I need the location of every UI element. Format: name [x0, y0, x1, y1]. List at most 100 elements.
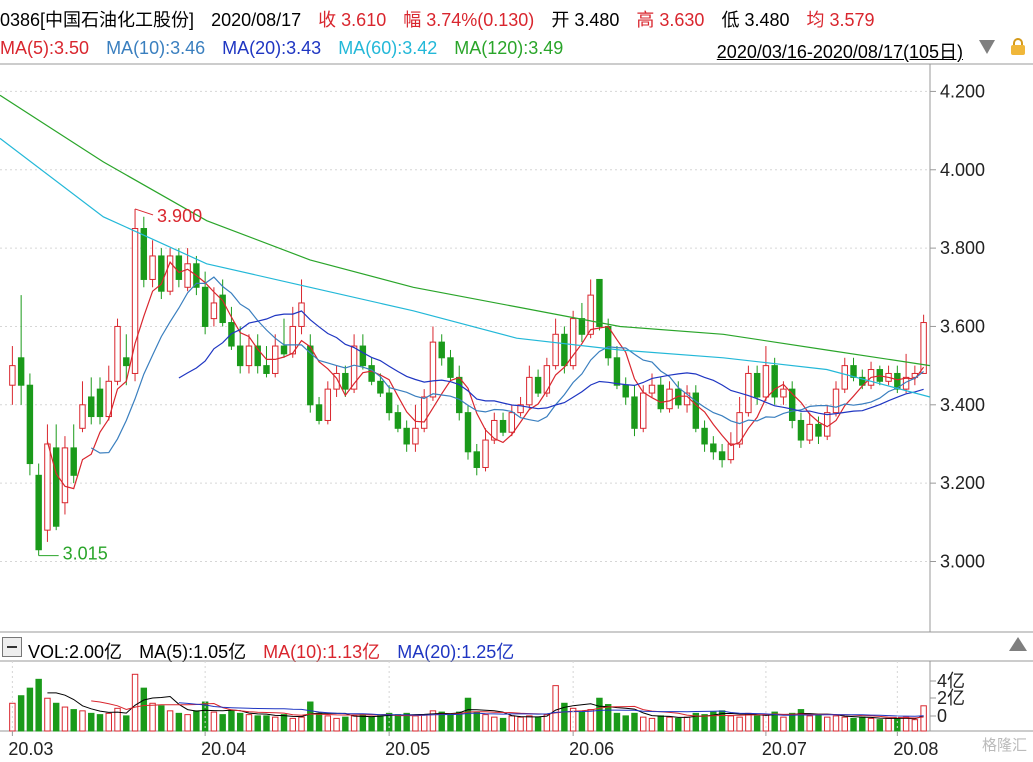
dropdown-arrow-icon[interactable] [979, 40, 995, 54]
volume-bar [456, 711, 463, 732]
volume-bar [368, 716, 375, 732]
ma20-label: MA(20):3.43 [222, 38, 322, 58]
volume-bar [429, 710, 437, 732]
candle-body [403, 427, 410, 445]
candle-body [9, 365, 16, 386]
high-annotation: 3.900 [157, 206, 202, 226]
candle-body [727, 443, 735, 461]
candle-body [850, 365, 857, 378]
candle-body [368, 365, 375, 382]
ma120-label: MA(120):3.49 [454, 38, 564, 58]
ma10-line [90, 276, 924, 454]
volume-bar [333, 717, 340, 732]
candle-body [149, 255, 156, 280]
volume-bar [324, 715, 332, 732]
volume-bar [412, 715, 419, 732]
volume-bar [859, 716, 866, 732]
volume-bar [613, 712, 621, 732]
volume-bar [149, 702, 156, 732]
candle-body [534, 376, 542, 394]
candle-body [52, 447, 60, 527]
volume-bar [561, 702, 568, 732]
candle-body [561, 333, 568, 367]
volume-bar [359, 714, 367, 732]
low-price: 低 3.480 [721, 10, 790, 30]
candle-body [771, 365, 778, 398]
candle-body [788, 388, 796, 421]
candle-body [622, 384, 629, 398]
candle-body [385, 392, 393, 414]
candle-body [526, 376, 533, 406]
volume-bar [604, 704, 612, 732]
volume-bar [780, 716, 787, 732]
volume-tick-label: 0 [937, 706, 947, 726]
volume-bar [736, 716, 743, 732]
candle-body [412, 427, 419, 445]
volume-bar [79, 710, 86, 732]
volume-bar [123, 715, 130, 732]
candle-body [473, 451, 480, 468]
volume-tick-label: 2亿 [937, 688, 965, 708]
candle-body [263, 365, 270, 374]
volume-bar [543, 714, 551, 732]
volume-bar [631, 712, 638, 732]
lock-icon[interactable] [1011, 38, 1025, 55]
candle-body [815, 423, 822, 437]
volume-bar [473, 711, 480, 732]
volume-bar [245, 714, 253, 732]
volume-bar [640, 716, 647, 732]
volume-bar [315, 712, 323, 732]
volume-bar [236, 712, 244, 732]
candle-body [420, 396, 428, 429]
candle-body [464, 412, 472, 453]
volume-bar [911, 719, 919, 732]
candle-body [797, 419, 805, 441]
volume-bar [70, 709, 77, 732]
period-range[interactable]: 2020/03/16-2020/08/17(105日) [716, 42, 963, 62]
volume-bar [447, 714, 454, 732]
candle-body [508, 412, 516, 433]
candle-body [438, 341, 445, 359]
candle-body [61, 447, 69, 504]
candle-body [640, 392, 647, 429]
collapse-volume-icon[interactable] [2, 637, 22, 657]
volume-bar [342, 716, 349, 732]
candle-body [578, 318, 586, 335]
volume-ma20-line [178, 702, 924, 717]
volume-bar [307, 701, 314, 732]
volume-bar [841, 716, 848, 732]
candle-body [131, 228, 139, 374]
candle-body [447, 357, 454, 378]
vol-ma5-label: MA(5):1.05亿 [139, 642, 247, 662]
candle-body [359, 345, 367, 367]
candle-body [123, 357, 130, 367]
date-tick-label: 20.04 [201, 739, 246, 759]
expand-up-icon[interactable] [1009, 637, 1027, 651]
volume-bar [920, 705, 927, 732]
volume-bar [867, 717, 875, 732]
candle-body [613, 357, 621, 386]
candle-body [184, 263, 191, 288]
quote-date: 2020/08/17 [211, 10, 302, 30]
volume-bar [88, 712, 95, 732]
volume-bar [885, 717, 892, 732]
volume-bar [26, 687, 34, 732]
watermark: 格隆汇 [981, 737, 1027, 754]
volume-bar [35, 678, 42, 732]
volume-bar [710, 711, 717, 732]
price-tick-label: 3.400 [940, 395, 985, 415]
volume-bar [815, 714, 822, 732]
volume-bar [377, 715, 384, 732]
candle-body [88, 396, 95, 418]
volume-bar [675, 717, 682, 732]
volume-bar [175, 712, 183, 732]
candle-body [35, 474, 42, 551]
vol-ma20-label: MA(20):1.25亿 [397, 642, 515, 662]
candle-body [324, 388, 332, 421]
candle-body [517, 404, 524, 414]
vol-label: VOL:2.00亿 [28, 642, 123, 662]
price-tick-label: 4.200 [940, 81, 985, 101]
candle-body [79, 404, 86, 429]
ma5-label: MA(5):3.50 [0, 38, 90, 58]
